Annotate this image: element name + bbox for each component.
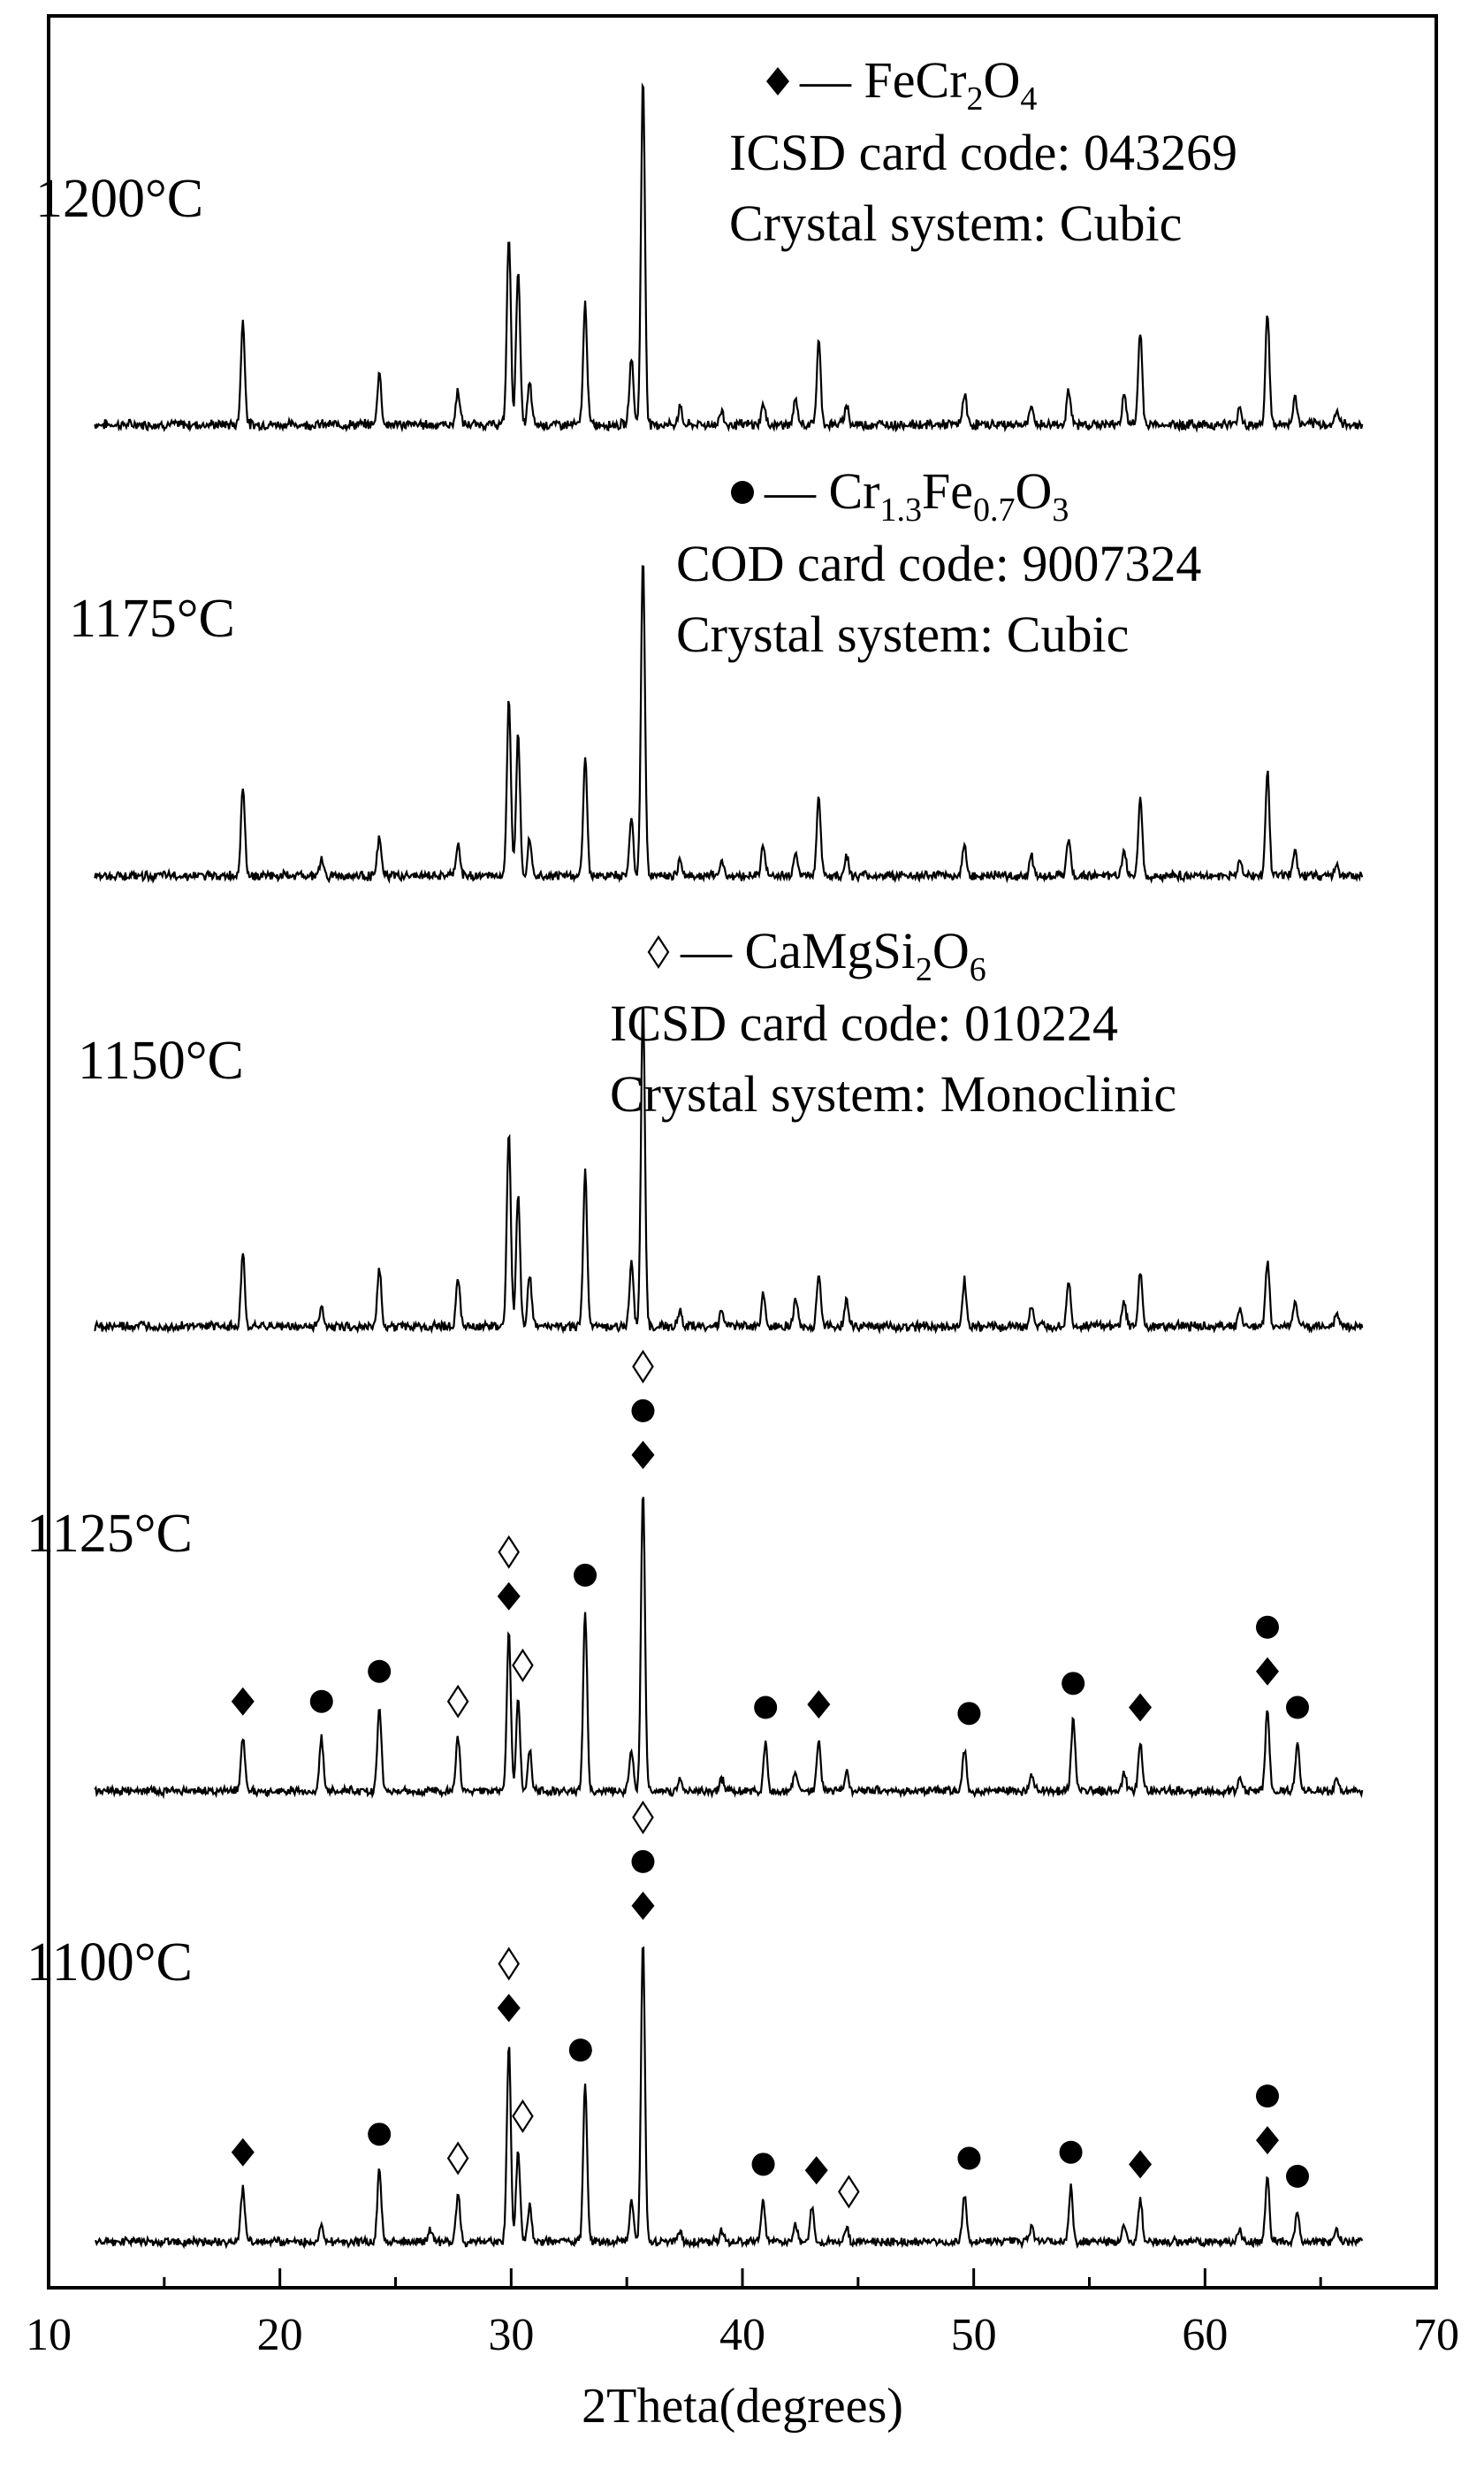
phase-legend: — Cr1.3Fe0.7O3 COD card code: 9007324 Crys… [676,462,1201,663]
legend-dash: — [799,51,864,109]
phase-legend: — FeCr2O4 ICSD card code: 043269 Crystal s… [729,51,1237,252]
temperature-label: 1200°C [35,169,203,229]
fecr2o4-marker [497,1993,521,2023]
legend-info-line: COD card code: 9007324 [676,535,1201,592]
fecr2o4-marker [804,2156,828,2185]
cr-fe-oxide-marker [754,1695,778,1719]
camgsi2o6-marker [838,2175,860,2209]
temperature-labels: 1200°C 1175°C 1150°C 1125°C 1100°C [27,169,244,1993]
x-tick-label: 30 [488,2310,534,2360]
camgsi2o6-marker [632,1800,654,1834]
camgsi2o6-marker [498,1947,521,1981]
cr-fe-oxide-marker [1059,2140,1083,2164]
phase-markers [231,1349,1309,2209]
legend-formula: — Cr1.3Fe0.7O3 [764,462,1069,529]
formula-subscript: 3 [1052,491,1069,529]
formula-subscript: 2 [916,951,932,988]
xrd-trace-1125C [94,1497,1364,1800]
cr-fe-oxide-marker [1255,2084,1279,2108]
camgsi2o6-marker [446,1684,469,1718]
plot-frame [47,14,1438,2290]
legend-info-line: ICSD card code: 043269 [729,124,1237,181]
fecr2o4-marker [766,67,789,95]
fecr2o4-marker [807,1690,831,1719]
camgsi2o6-marker [512,1648,534,1682]
fecr2o4-marker [497,1581,521,1611]
formula-part: CaMgSi [745,922,916,979]
xrd-trace-1200C [94,82,1364,433]
temperature-label: 1125°C [27,1504,193,1564]
x-tick-label: 50 [951,2310,997,2360]
cr-fe-oxide-marker [1062,1672,1085,1695]
camgsi2o6-marker [512,2099,534,2133]
x-tick-label: 10 [26,2310,72,2360]
cr-fe-oxide-marker [751,2153,775,2176]
cr-fe-oxide-marker [1286,2164,1309,2188]
formula-subscript: 0.7 [973,491,1016,529]
formula-subscript: 1.3 [880,491,923,529]
legend-info-line: Crystal system: Cubic [676,606,1129,663]
formula-part: Cr [829,462,880,520]
legend-formula: — FeCr2O4 [799,51,1037,118]
legend-info-line: ICSD card code: 010224 [610,994,1118,1052]
formula-part: FeCr [864,51,967,109]
diffraction-traces [94,82,1364,2250]
fecr2o4-marker [231,1687,255,1716]
x-tick-label: 60 [1182,2310,1228,2360]
cr-fe-oxide-marker [1286,1695,1309,1719]
camgsi2o6-marker [632,1349,654,1383]
fecr2o4-marker [1129,2150,1153,2179]
cr-fe-oxide-marker [568,2038,592,2062]
fecr2o4-marker [1255,2126,1279,2155]
cr-fe-oxide-marker [368,2122,392,2146]
cr-fe-oxide-marker [1255,1615,1279,1639]
x-tick-label: 40 [719,2310,765,2360]
formula-part: Fe [922,462,973,520]
legend-dash: — [680,922,745,979]
legend-dash: — [764,462,829,520]
cr-fe-oxide-marker [631,1398,655,1422]
legend-info-line: Crystal system: Monoclinic [610,1065,1176,1123]
temperature-label: 1150°C [78,1031,244,1091]
fecr2o4-marker [1255,1657,1279,1686]
legend-formula: — CaMgSi2O6 [680,922,986,988]
camgsi2o6-marker [647,934,670,970]
formula-part: O [1016,462,1053,520]
x-tick-label: 70 [1413,2310,1459,2360]
formula-subscript: 2 [967,80,984,118]
xrd-trace-1100C [95,1946,1364,2250]
camgsi2o6-marker [446,2141,469,2175]
fecr2o4-marker [1129,1693,1153,1722]
phase-legend: — CaMgSi2O6 ICSD card code: 010224 Crystal… [610,922,1176,1123]
x-axis-title: 2Theta(degrees) [582,2379,903,2434]
cr-fe-oxide-marker [957,1702,981,1726]
fecr2o4-marker [631,1440,655,1469]
camgsi2o6-marker [498,1535,521,1569]
cr-fe-oxide-marker [957,2146,981,2170]
temperature-label: 1100°C [27,1932,193,1993]
formula-part: O [932,922,970,979]
legend-info-line: Crystal system: Cubic [729,194,1182,252]
formula-subscript: 4 [1020,80,1037,118]
xrd-trace-1175C [94,565,1364,885]
cr-fe-oxide-marker [731,481,754,504]
cr-fe-oxide-marker [368,1659,392,1683]
x-axis: 10 20 30 40 50 60 70 [26,2268,1459,2360]
temperature-label: 1175°C [69,589,235,649]
formula-part: O [984,51,1021,109]
x-tick-label: 20 [257,2310,303,2360]
cr-fe-oxide-marker [574,1563,597,1587]
formula-subscript: 6 [970,951,986,988]
fecr2o4-marker [631,1891,655,1920]
cr-fe-oxide-marker [631,1849,655,1873]
fecr2o4-marker [231,2137,255,2167]
xrd-trace-1150C [94,1007,1364,1335]
cr-fe-oxide-marker [309,1689,333,1713]
